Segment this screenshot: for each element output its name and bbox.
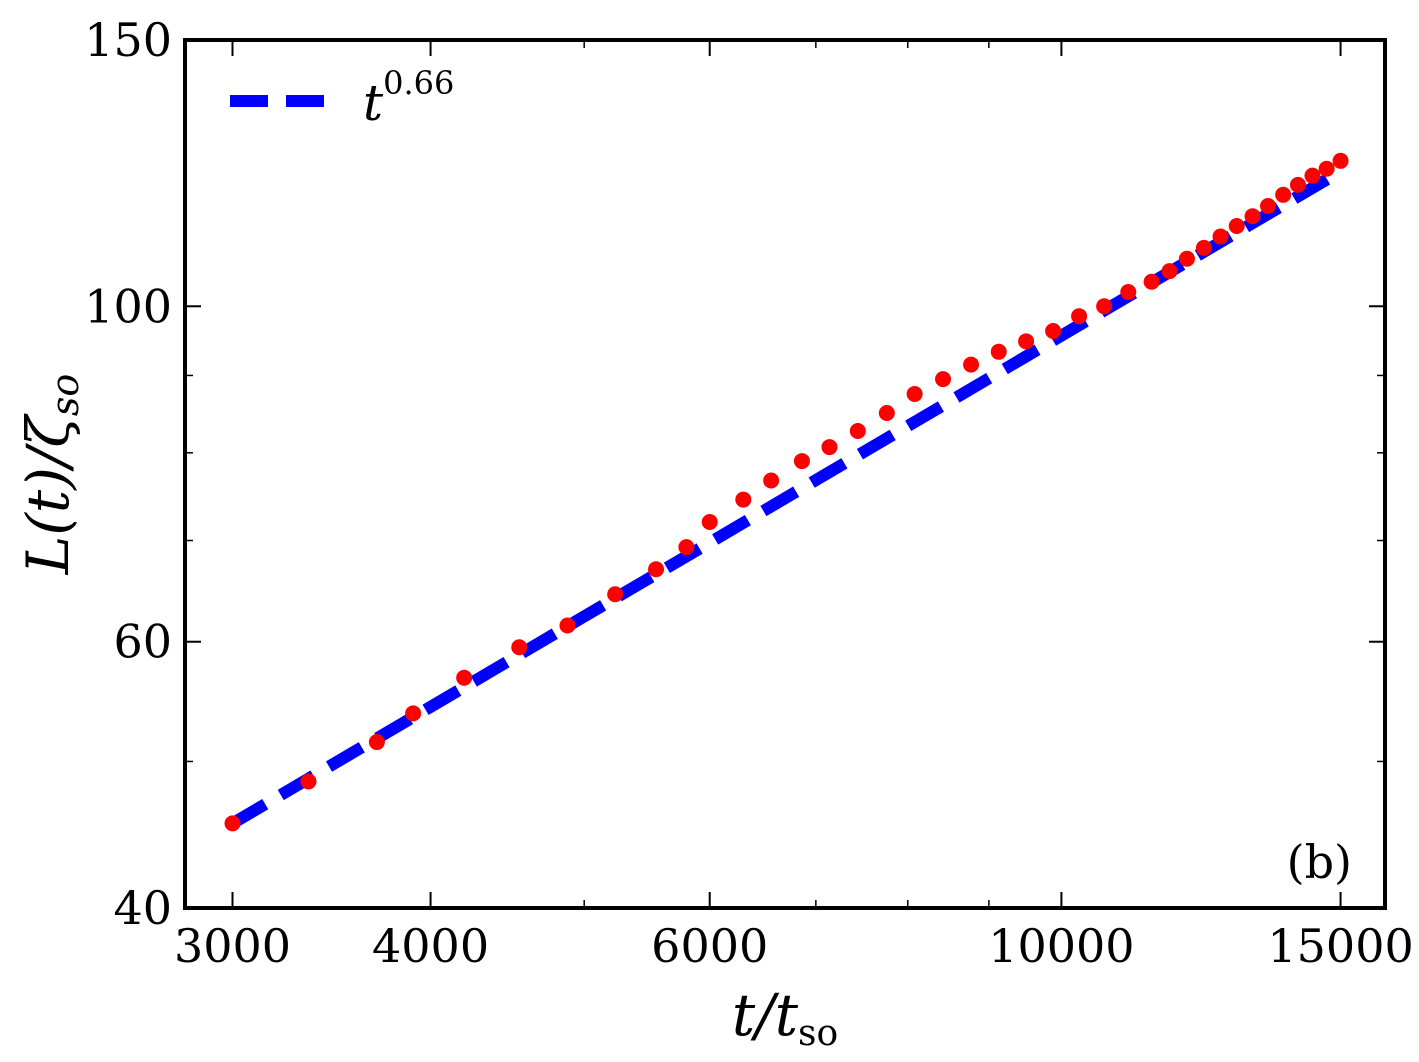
data-point [1332, 152, 1349, 169]
data-point [1212, 228, 1229, 245]
y-axis-label-main: L(t)/ζ [14, 413, 82, 576]
data-point [1318, 160, 1335, 177]
data-point [300, 773, 317, 790]
data-point [1195, 239, 1212, 256]
data-points-series [224, 152, 1349, 832]
data-point [1178, 250, 1195, 267]
data-point [878, 404, 895, 421]
x-tick-label: 10000 [988, 919, 1134, 973]
data-point [1304, 167, 1321, 184]
x-tick-label: 6000 [651, 919, 768, 973]
data-point [405, 705, 422, 722]
data-point [793, 453, 810, 470]
data-point [821, 439, 838, 456]
y-tick-label: 60 [113, 615, 172, 669]
data-point [368, 734, 385, 751]
data-point [906, 385, 923, 402]
data-point [607, 586, 624, 603]
data-point [1045, 323, 1062, 340]
data-point [678, 539, 695, 556]
legend: t0.66 [230, 64, 454, 132]
y-axis-label-sub: so [43, 374, 87, 416]
data-point [1018, 333, 1035, 350]
data-point [1120, 283, 1137, 300]
y-tick-label: 100 [84, 279, 172, 333]
data-point [763, 472, 780, 489]
x-tick-label: 15000 [1267, 919, 1413, 973]
data-point [990, 343, 1007, 360]
x-axis-label-sub: so [798, 1013, 838, 1054]
plot-frame [183, 38, 1387, 910]
data-point [1228, 218, 1245, 235]
panel-label: (b) [1287, 835, 1352, 889]
data-point [1161, 263, 1178, 280]
x-tick-label: 3000 [174, 919, 291, 973]
y-tick-label: 150 [84, 13, 172, 67]
y-tick-label: 40 [113, 881, 172, 935]
data-point [559, 617, 576, 634]
data-point [1289, 176, 1306, 193]
legend-label: t0.66 [363, 64, 454, 132]
data-point [1071, 308, 1088, 325]
x-axis-label: t/tso [732, 981, 838, 1054]
data-point [1244, 208, 1261, 225]
x-tick-labels: 3000 4000 6000 10000 15000 [174, 919, 1414, 973]
minor-ticks [185, 40, 1385, 908]
plot-area [224, 152, 1349, 832]
data-point [1260, 197, 1277, 214]
data-point [1096, 298, 1113, 315]
x-tick-label: 4000 [372, 919, 489, 973]
data-point [511, 639, 528, 656]
data-point [1275, 186, 1292, 203]
x-axis-label-main: t/t [732, 981, 799, 1049]
data-point [224, 815, 241, 832]
major-ticks [185, 39, 1385, 909]
data-point [849, 423, 866, 440]
data-point [735, 491, 752, 508]
data-point [963, 356, 980, 373]
data-point [456, 669, 473, 686]
legend-label-exponent: 0.66 [383, 64, 454, 102]
y-tick-labels: 40 60 100 150 [84, 13, 172, 935]
legend-label-base: t [363, 74, 384, 132]
data-point [935, 371, 952, 388]
data-point [648, 561, 665, 578]
data-point [701, 513, 718, 530]
data-point [1143, 273, 1160, 290]
y-axis-label: L(t)/ζso [14, 374, 87, 575]
